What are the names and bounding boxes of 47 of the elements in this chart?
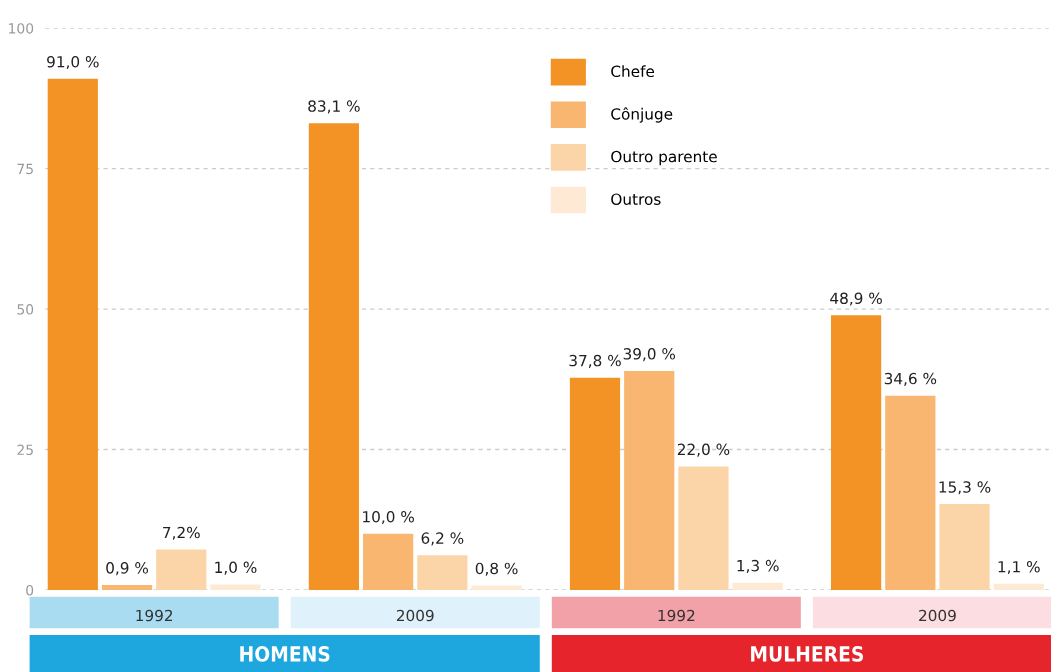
data-label: 0,8 %	[475, 562, 518, 576]
legend-label: Outro parente	[611, 150, 717, 166]
bar	[624, 370, 675, 591]
bar	[417, 555, 468, 591]
bar	[993, 583, 1044, 591]
data-label: 1,3 %	[737, 559, 779, 573]
data-label: 0,9 %	[106, 562, 149, 576]
data-label: 10,0 %	[363, 510, 414, 525]
y-tick-label: 75	[17, 163, 33, 175]
y-tick-label: 0	[26, 584, 34, 596]
bar	[732, 582, 783, 591]
y-tick-label: 50	[17, 304, 34, 315]
data-label: 1,1 %	[998, 560, 1040, 575]
x-tick-label: 2009	[919, 609, 956, 622]
bar	[101, 584, 153, 591]
bar	[210, 584, 261, 591]
bar	[939, 504, 990, 591]
legend-label: Cônjuge	[611, 107, 673, 123]
data-label: 22,0 %	[677, 443, 730, 457]
bar	[678, 466, 729, 591]
data-label: 91,0 %	[47, 55, 99, 70]
x-tick-label: 2009	[396, 609, 434, 622]
data-label: 83,1 %	[308, 100, 360, 114]
bar	[47, 78, 98, 591]
data-label: 15,3 %	[939, 481, 991, 495]
data-label: 6,2 %	[421, 532, 464, 546]
y-tick-label: 25	[17, 444, 33, 456]
bar	[885, 395, 936, 591]
y-tick-label: 100	[9, 23, 34, 34]
data-label: 7,2%	[163, 526, 200, 540]
bar	[308, 123, 360, 591]
x-tick-label: 1992	[658, 609, 695, 622]
bar	[156, 549, 207, 591]
data-label: 48,9 %	[830, 292, 882, 306]
text: MULHERES	[751, 646, 864, 662]
bar	[830, 315, 882, 591]
x-tick-label: 1992	[136, 609, 173, 622]
bar	[569, 377, 621, 591]
data-label: 37,8 %	[569, 354, 621, 368]
data-label: 34,6 %	[884, 372, 937, 386]
data-label: 1,0 %	[215, 561, 257, 575]
data-label: 39,0 %	[623, 348, 676, 362]
legend-label: Chefe	[611, 65, 655, 78]
bar	[363, 533, 414, 591]
legend-label: Outros	[611, 193, 661, 205]
text: HOMENS	[240, 646, 330, 662]
bar	[471, 585, 522, 591]
